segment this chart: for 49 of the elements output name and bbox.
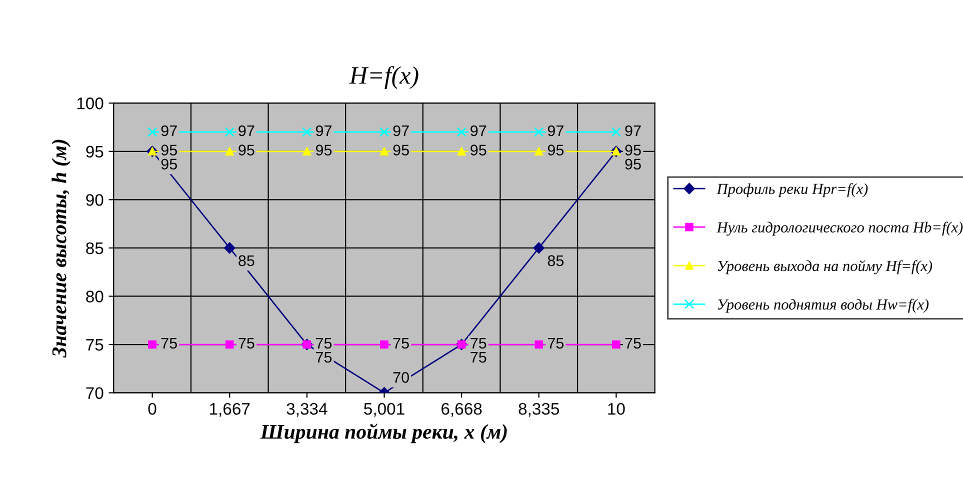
data-label: 75 bbox=[470, 352, 486, 363]
x-tick-label: 6,668 bbox=[442, 402, 482, 417]
y-tick-label: 75 bbox=[86, 339, 104, 351]
data-label: 95 bbox=[393, 144, 409, 156]
x-tick-label: 10 bbox=[608, 402, 625, 415]
data-label: 95 bbox=[316, 144, 332, 156]
y-tick-label: 80 bbox=[86, 290, 104, 302]
data-label: 85 bbox=[238, 255, 254, 266]
legend-label: Уровень поднятия воды Hw=f(x) bbox=[718, 298, 929, 313]
data-label: 75 bbox=[393, 338, 409, 349]
y-axis-title: Значение высоты, h (м) bbox=[52, 140, 71, 358]
data-label: 97 bbox=[470, 125, 486, 136]
data-label: 75 bbox=[470, 338, 486, 349]
legend-label: Профиль реки Hpr=f(x) bbox=[716, 183, 868, 198]
data-label: 95 bbox=[238, 144, 254, 156]
data-label: 75 bbox=[548, 338, 564, 349]
x-tick-label: 8,335 bbox=[518, 402, 560, 417]
data-label: 95 bbox=[625, 158, 641, 170]
data-label: 97 bbox=[238, 125, 254, 136]
data-label: 97 bbox=[625, 125, 641, 136]
data-label: 95 bbox=[161, 158, 177, 170]
data-label: 75 bbox=[316, 338, 332, 349]
x-tick-label: 5,001 bbox=[364, 402, 404, 417]
legend-label: Уровень выхода на пойму Hf=f(x) bbox=[718, 260, 932, 274]
data-label: 95 bbox=[625, 144, 641, 156]
y-tick-label: 85 bbox=[86, 242, 104, 254]
legend-label: Нуль гидрологического поста Hb=f(x) bbox=[716, 222, 963, 236]
y-tick-label: 70 bbox=[86, 387, 104, 400]
data-label: 85 bbox=[548, 255, 564, 266]
y-tick-label: 95 bbox=[86, 146, 104, 158]
x-tick-label: 0 bbox=[148, 402, 156, 415]
data-label: 75 bbox=[316, 352, 332, 363]
x-tick-label: 3,334 bbox=[286, 402, 328, 417]
data-label: 95 bbox=[161, 144, 177, 156]
data-label: 97 bbox=[316, 125, 332, 136]
data-label: 70 bbox=[393, 372, 409, 383]
data-label: 75 bbox=[238, 338, 254, 349]
data-label: 97 bbox=[161, 125, 177, 136]
x-axis-title: Ширина поймы реки, x (м) bbox=[260, 424, 507, 444]
data-label: 97 bbox=[393, 125, 409, 136]
data-label: 95 bbox=[470, 144, 486, 156]
data-label: 75 bbox=[625, 338, 641, 349]
y-tick-label: 90 bbox=[86, 194, 104, 206]
y-tick-label: 100 bbox=[77, 98, 104, 110]
data-label: 95 bbox=[548, 144, 564, 156]
data-label: 75 bbox=[161, 338, 177, 349]
chart-title: H=f(x) bbox=[349, 66, 418, 89]
data-label: 97 bbox=[548, 125, 564, 136]
x-tick-label: 1,667 bbox=[210, 402, 250, 417]
